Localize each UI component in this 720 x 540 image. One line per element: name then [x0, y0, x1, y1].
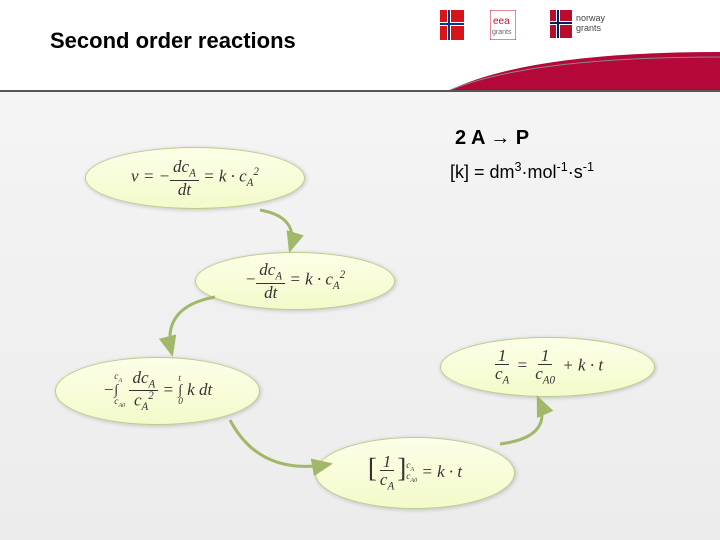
arrow-3 [230, 420, 330, 466]
eq-evaluated: [1cA]cAcA0 = k · t [315, 437, 515, 509]
svg-text:grants: grants [492, 29, 512, 36]
iceland-flag-icon [440, 10, 464, 40]
content-area: 2 A → P [k] = dm3·mol-1·s-1 v = −dcAdt =… [0, 92, 720, 540]
arrow-1 [260, 210, 292, 250]
logo-iceland [440, 10, 464, 40]
eea-icon: eea grants [490, 10, 516, 40]
eq-integrated-law: 1cA = 1cA0 + k · t [440, 337, 655, 397]
reaction-equation: 2 A → P [455, 127, 529, 150]
header: Second order reactions eea grants norwayg… [0, 0, 720, 90]
arrow-2 [170, 297, 215, 354]
norway-label: norwaygrants [576, 14, 605, 34]
eq-rearranged: −dcAdt = k · cA2 [195, 252, 395, 310]
arrow-4 [500, 398, 542, 444]
eq-integral: −cA∫cA0 dcAcA2 = t∫0 k dt [55, 357, 260, 425]
page-title: Second order reactions [50, 28, 296, 54]
norway-flag-icon [550, 10, 572, 38]
eq-rate-law: v = −dcAdt = k · cA2 [85, 147, 305, 209]
logo-eea: eea grants [490, 10, 516, 40]
svg-text:eea: eea [493, 16, 510, 27]
rate-constant-units: [k] = dm3·mol-1·s-1 [450, 160, 594, 183]
logo-norway: norwaygrants [550, 10, 605, 38]
